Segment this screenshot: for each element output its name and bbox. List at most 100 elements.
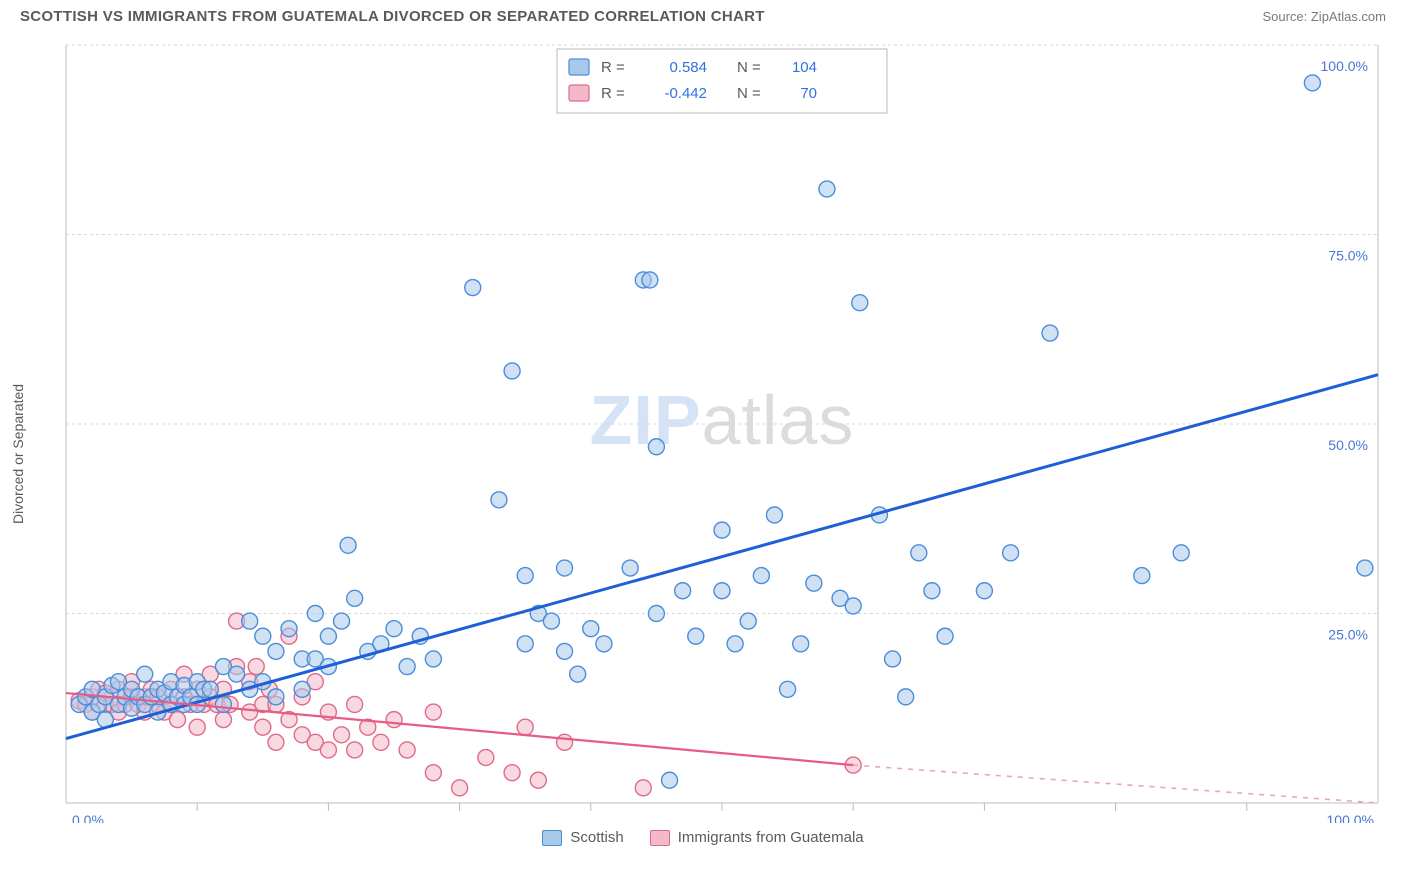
data-point [137, 666, 153, 682]
data-point [688, 628, 704, 644]
legend-r-value: 0.584 [669, 59, 707, 76]
data-point [491, 492, 507, 508]
data-point [806, 575, 822, 591]
data-point [937, 628, 953, 644]
data-point [1173, 545, 1189, 561]
data-point [465, 280, 481, 296]
data-point [766, 507, 782, 523]
data-point [740, 613, 756, 629]
source-link[interactable]: ZipAtlas.com [1311, 9, 1386, 24]
data-point [320, 628, 336, 644]
data-point [780, 681, 796, 697]
x-end-label: 100.0% [1327, 812, 1374, 823]
data-point [399, 659, 415, 675]
data-point [425, 765, 441, 781]
legend-label: Scottish [570, 829, 623, 846]
data-point [347, 696, 363, 712]
data-point [517, 636, 533, 652]
data-point [215, 696, 231, 712]
data-point [753, 568, 769, 584]
legend-top: R = 0.584 N = 104 R = -0.442 N = 70 [557, 49, 887, 113]
chart-area: 25.0%50.0%75.0%100.0%0.0%100.0%ZIPatlasR… [48, 33, 1396, 823]
data-point [898, 689, 914, 705]
data-point [714, 583, 730, 599]
correlation-scatter-chart: 25.0%50.0%75.0%100.0%0.0%100.0%ZIPatlasR… [48, 33, 1388, 823]
data-point [334, 613, 350, 629]
data-point [557, 643, 573, 659]
data-point [648, 439, 664, 455]
legend-r-value: -0.442 [664, 85, 707, 102]
data-point [268, 734, 284, 750]
data-point [1134, 568, 1150, 584]
legend-bottom: Scottish Immigrants from Guatemala [0, 823, 1406, 846]
data-point [976, 583, 992, 599]
legend-chip [569, 85, 589, 101]
data-point [648, 606, 664, 622]
legend-n-label: N = [737, 85, 761, 102]
data-point [425, 704, 441, 720]
data-point [347, 590, 363, 606]
data-point [202, 681, 218, 697]
data-point [1003, 545, 1019, 561]
legend-n-label: N = [737, 59, 761, 76]
data-point [543, 613, 559, 629]
legend-r-label: R = [601, 59, 625, 76]
y-tick-label: 75.0% [1328, 248, 1368, 264]
data-point [924, 583, 940, 599]
legend-n-value: 70 [800, 85, 817, 102]
data-point [852, 295, 868, 311]
source-prefix: Source: [1262, 9, 1310, 24]
data-point [248, 659, 264, 675]
data-point [642, 272, 658, 288]
data-point [517, 568, 533, 584]
data-point [675, 583, 691, 599]
data-point [557, 560, 573, 576]
data-point [727, 636, 743, 652]
y-tick-label: 25.0% [1328, 627, 1368, 643]
legend-item: Scottish [542, 829, 623, 846]
data-point [1357, 560, 1373, 576]
y-tick-label: 100.0% [1321, 58, 1368, 74]
legend-item: Immigrants from Guatemala [650, 829, 864, 846]
legend-chip [542, 830, 562, 846]
legend-n-value: 104 [792, 59, 817, 76]
data-point [452, 780, 468, 796]
data-point [386, 621, 402, 637]
data-point [229, 666, 245, 682]
data-point [347, 742, 363, 758]
data-point [399, 742, 415, 758]
data-point [622, 560, 638, 576]
data-point [340, 537, 356, 553]
data-point [845, 598, 861, 614]
data-point [242, 613, 258, 629]
data-point [596, 636, 612, 652]
data-point [714, 522, 730, 538]
data-point [255, 719, 271, 735]
data-point [1304, 75, 1320, 91]
data-point [530, 772, 546, 788]
data-point [189, 719, 205, 735]
legend-chip [569, 59, 589, 75]
trend-line-guatemala [66, 693, 853, 765]
data-point [334, 727, 350, 743]
data-point [268, 643, 284, 659]
x-start-label: 0.0% [72, 812, 104, 823]
legend-r-label: R = [601, 85, 625, 102]
data-point [583, 621, 599, 637]
data-point [268, 689, 284, 705]
y-tick-label: 50.0% [1328, 437, 1368, 453]
chart-header: SCOTTISH VS IMMIGRANTS FROM GUATEMALA DI… [0, 0, 1406, 29]
data-point [386, 712, 402, 728]
data-point [911, 545, 927, 561]
legend-label: Immigrants from Guatemala [678, 829, 864, 846]
chart-title: SCOTTISH VS IMMIGRANTS FROM GUATEMALA DI… [20, 8, 765, 25]
data-point [425, 651, 441, 667]
data-point [373, 734, 389, 750]
data-point [557, 734, 573, 750]
legend-chip [650, 830, 670, 846]
data-point [570, 666, 586, 682]
data-point [885, 651, 901, 667]
data-point [504, 765, 520, 781]
data-point [215, 712, 231, 728]
data-point [170, 712, 186, 728]
